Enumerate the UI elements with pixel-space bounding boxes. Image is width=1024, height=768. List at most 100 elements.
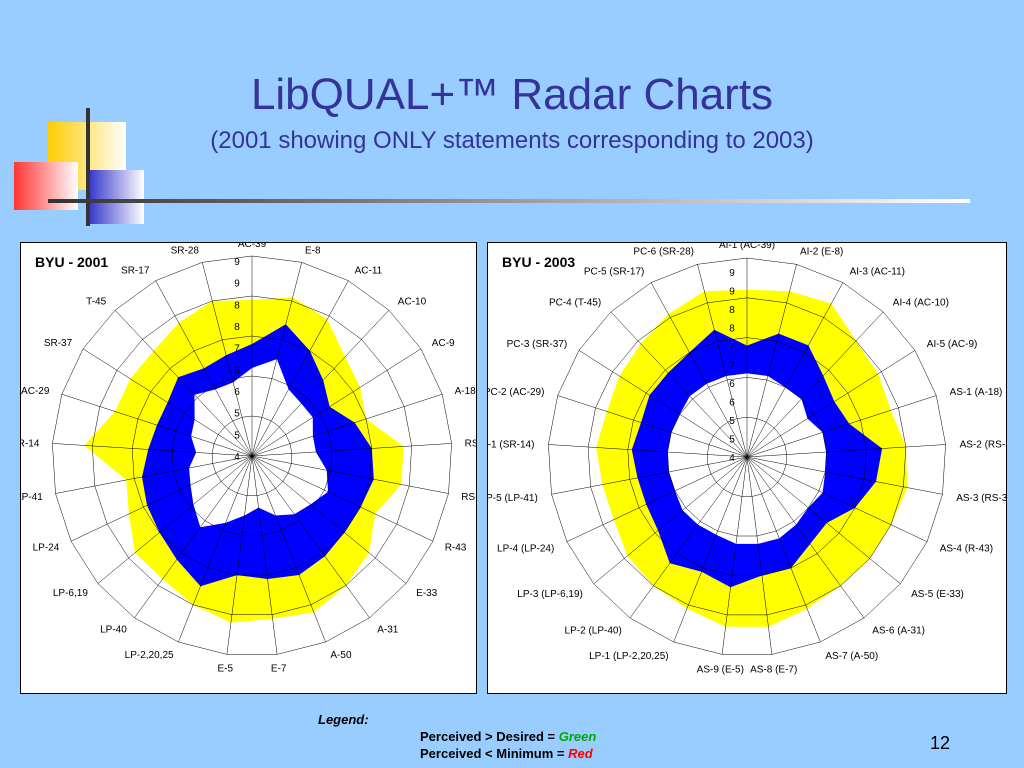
radar-chart-2003: AI-1 (AC-39) AI-2 (E-8) AI-3 (AC-11) AI-4 (…: [474, 240, 1016, 675]
radar-axis-label: PC-5 (SR-17): [584, 266, 645, 277]
radar-ring: [587, 297, 907, 616]
radar-minimum-area-0: [189, 359, 328, 528]
legend-line-green-prefix: Perceived > Desired =: [420, 729, 559, 744]
radar-spoke: [251, 280, 349, 457]
radar-axis-label: LP-5 (LP-41): [488, 493, 538, 504]
radar-axis-label: AI-2 (E-8): [800, 247, 843, 258]
legend-line-red-prefix: Perceived < Minimum =: [420, 746, 569, 761]
radar-axis-label: LP-41: [21, 492, 43, 503]
radar-spoke: [746, 350, 916, 458]
radar-spoke: [251, 443, 452, 457]
radar-spoke: [134, 455, 253, 618]
radar-axis-label: PC-4 (T-45): [549, 298, 601, 309]
radar-spoke: [82, 348, 253, 457]
radar-axis-label: A-50: [330, 650, 352, 661]
radar-spoke: [746, 456, 943, 495]
radar-axis-label: T-45: [86, 297, 106, 308]
radar-spoke: [251, 310, 390, 457]
radar-spoke: [629, 456, 748, 619]
radar-spoke: [697, 264, 748, 458]
chart-panel-2001: AC-39 E-8 AC-11 AC-10 AC-9 A-18 RS-3 RS-32 R-43 E…: [11, 239, 490, 694]
radar-scale-label: 4: [234, 452, 240, 463]
radar-scale-label: 9: [729, 268, 735, 279]
radar-spoke: [55, 455, 253, 494]
radar-spoke: [226, 455, 253, 655]
radar-axis-label: E-33: [416, 588, 438, 599]
radar-axis-label: AS-2 (RS-3): [960, 440, 1006, 451]
radar-spoke: [746, 456, 928, 542]
radar-spoke: [566, 456, 748, 542]
radar-axis-label: PC-2 (AC-29): [488, 387, 544, 398]
radar-spoke: [52, 443, 253, 457]
radar-scale-label: 6: [729, 379, 735, 390]
radar-axis-label: SR-28: [171, 246, 200, 257]
radar-axis-label: AS-7 (A-50): [825, 651, 878, 662]
radar-scale-label: 8: [729, 324, 735, 335]
radar-spoke: [746, 456, 773, 655]
radar-axis-label: LP-24: [33, 543, 60, 554]
radar-axis-label: AI-5 (AC-9): [927, 339, 978, 350]
radar-scale-label: 8: [234, 300, 240, 311]
radar-axis-label: A-31: [377, 624, 399, 635]
radar-spoke: [251, 455, 326, 643]
chart-title-2003: BYU - 2003: [502, 254, 576, 270]
radar-ring: [548, 257, 946, 655]
radar-axis-label: PC-3 (SR-37): [507, 339, 568, 350]
radar-axis-label: AS-6 (A-31): [872, 625, 925, 636]
radar-axis-label: AS-9 (E-5): [697, 664, 744, 675]
radar-spoke: [251, 262, 302, 457]
radar-spoke: [557, 395, 748, 458]
radar-axis-label: LP-2 (LP-40): [565, 625, 622, 636]
slide-number: 12: [930, 733, 951, 753]
radar-axis-label: LP-1 (LP-2,20,25): [589, 651, 669, 662]
slide-subtitle: (2001 showing ONLY statements correspond…: [210, 127, 814, 154]
radar-spoke: [721, 456, 748, 655]
radar-axis-label: R-43: [445, 543, 467, 554]
radar-spoke: [610, 311, 748, 458]
radar-scale-label: 9: [729, 287, 735, 298]
radar-ring: [707, 416, 787, 497]
radar-spoke: [746, 444, 946, 458]
radar-axis-label: AI-3 (AC-11): [850, 266, 905, 277]
radar-axis-label: LP-3 (LP-6,19): [517, 589, 583, 600]
legend-line-green: Perceived > Desired = Green: [420, 729, 596, 744]
radar-axis-label: A-18: [455, 386, 476, 397]
radar-axis-label: AS-4 (R-43): [940, 544, 993, 555]
radar-spoke: [746, 282, 844, 458]
radar-spoke: [202, 262, 253, 457]
radar-axis-label: AC-39: [238, 243, 267, 250]
radar-spoke: [548, 444, 748, 458]
radar-scale-label: 6: [234, 365, 240, 376]
radar-spoke: [251, 455, 449, 494]
radar-spoke: [551, 456, 748, 495]
radar-grid-1: [548, 257, 946, 655]
radar-spoke: [251, 455, 434, 542]
radar-axis-label: RS-32: [461, 492, 476, 503]
radar-chart-2001: AC-39 E-8 AC-11 AC-10 AC-9 A-18 RS-3 RS-32 R-43 E…: [11, 239, 490, 674]
radar-scale-label: 5: [234, 409, 240, 420]
radar-axis-label: AC-11: [355, 265, 383, 276]
radar-spoke: [746, 456, 821, 643]
radar-axis-label: AI-4 (AC-10): [893, 298, 949, 309]
radar-axis-label: SR-17: [121, 265, 150, 276]
slide-title: LibQUAL+™ Radar Charts: [250, 70, 774, 119]
radar-spoke: [251, 348, 422, 457]
radar-scale-label: 6: [234, 387, 240, 398]
radar-axis-label: SR-14: [21, 439, 40, 450]
radar-spoke: [746, 264, 797, 458]
legend-line-red: Perceived < Minimum = Red: [420, 746, 593, 761]
radar-spoke: [70, 455, 253, 542]
radar-spoke: [746, 395, 937, 458]
radar-axis-label: LP-40: [100, 624, 127, 635]
radar-axis-label: AS-1 (A-18): [950, 387, 1003, 398]
radar-scale-label: 4: [729, 453, 735, 464]
radar-spoke: [155, 280, 253, 457]
radar-spoke: [746, 456, 865, 619]
decorative-squares: [14, 108, 970, 226]
radar-spoke: [97, 455, 253, 584]
radar-spoke: [746, 456, 901, 584]
radar-spoke: [114, 310, 253, 457]
radar-scale-label: 8: [234, 322, 240, 333]
chart-title-2001: BYU - 2001: [35, 254, 109, 270]
radar-scale-label: 9: [234, 257, 240, 268]
